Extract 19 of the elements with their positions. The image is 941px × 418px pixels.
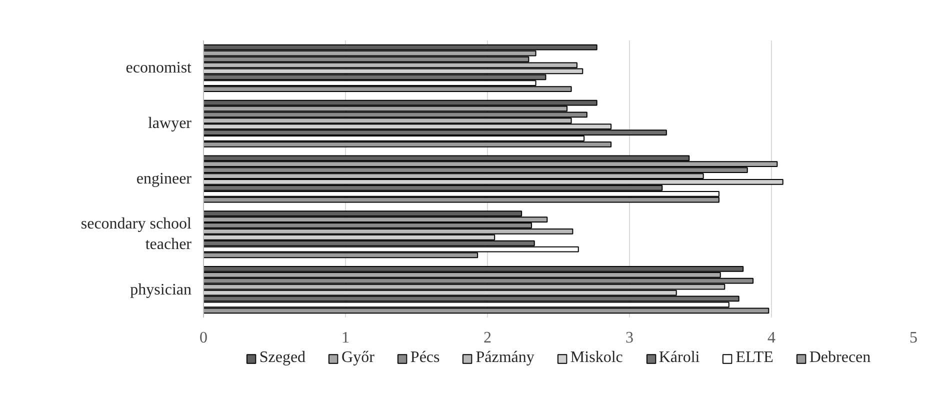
legend-label: Pécs [410,349,440,367]
x-tick-label: 4 [768,330,776,346]
x-tick-label: 3 [626,330,634,346]
y-tick-label: engineer [136,170,192,188]
x-tick-label: 0 [200,330,208,346]
y-tick-label: physician [130,281,192,298]
y-tick-label: secondary school teacher [80,216,192,254]
legend-label: Károli [658,349,700,367]
legend-label: Debrecen [809,349,871,367]
x-tick-label: 5 [910,330,918,346]
legend-label: Szeged [259,349,306,367]
x-tick-label: 2 [484,330,492,346]
legend-label: Miskolc [570,349,623,367]
y-tick-label: lawyer [148,115,192,132]
legend-label: Győr [342,349,374,367]
y-tick-label: economist [126,60,192,77]
legend-label: Pázmány [476,349,534,367]
x-tick-label: 1 [342,330,350,346]
legend-label: ELTE [736,349,774,367]
